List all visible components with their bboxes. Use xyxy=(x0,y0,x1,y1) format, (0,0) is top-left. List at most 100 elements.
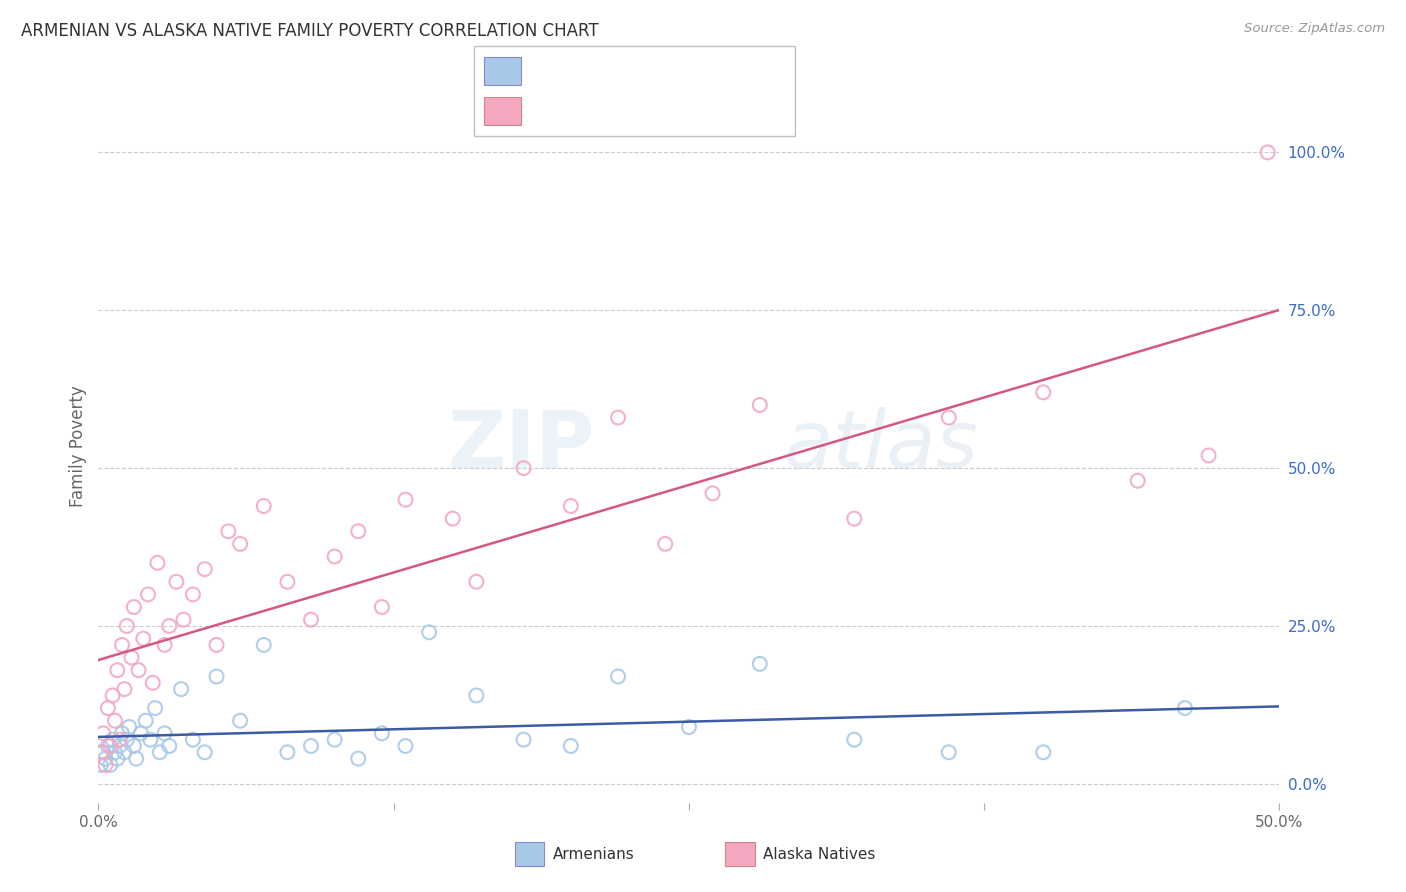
Point xyxy=(112,682,135,697)
Point xyxy=(253,499,276,513)
Point xyxy=(702,486,724,500)
Point xyxy=(105,751,128,765)
Point xyxy=(1032,385,1054,400)
Point xyxy=(229,537,252,551)
Point xyxy=(654,537,676,551)
Point xyxy=(97,701,120,715)
Point xyxy=(149,745,172,759)
Point xyxy=(678,720,700,734)
Point xyxy=(844,732,866,747)
Point xyxy=(104,714,127,728)
Point xyxy=(323,732,346,747)
Point xyxy=(465,689,488,703)
Point xyxy=(122,600,145,615)
Point xyxy=(194,745,217,759)
Point xyxy=(1126,474,1149,488)
Point xyxy=(135,714,157,728)
Text: 0.649: 0.649 xyxy=(586,102,641,120)
Point xyxy=(217,524,239,539)
Point xyxy=(101,689,124,703)
Point xyxy=(347,524,370,539)
Point xyxy=(142,675,165,690)
Point xyxy=(111,726,134,740)
Point xyxy=(371,600,394,615)
Point xyxy=(253,638,276,652)
Point xyxy=(748,657,770,671)
Text: N =: N = xyxy=(657,102,689,120)
Y-axis label: Family Poverty: Family Poverty xyxy=(69,385,87,507)
Point xyxy=(104,745,127,759)
Point xyxy=(115,619,138,633)
Point xyxy=(1257,145,1279,160)
Point xyxy=(512,732,534,747)
Text: Alaska Natives: Alaska Natives xyxy=(763,847,876,862)
Point xyxy=(157,619,180,633)
Point xyxy=(1174,701,1197,715)
Point xyxy=(121,650,143,665)
Point xyxy=(607,669,630,683)
Point xyxy=(418,625,440,640)
Point xyxy=(465,574,488,589)
Point xyxy=(299,739,322,753)
Text: R =: R = xyxy=(534,62,567,79)
Point xyxy=(607,410,630,425)
Point xyxy=(125,751,148,765)
Point xyxy=(153,638,176,652)
Text: N =: N = xyxy=(657,62,689,79)
FancyBboxPatch shape xyxy=(474,46,794,136)
Text: 49: 49 xyxy=(716,102,740,120)
Point xyxy=(112,745,135,759)
Point xyxy=(194,562,217,576)
Point xyxy=(394,739,416,753)
Point xyxy=(139,732,162,747)
Text: Source: ZipAtlas.com: Source: ZipAtlas.com xyxy=(1244,22,1385,36)
Point xyxy=(90,758,112,772)
Point xyxy=(229,714,252,728)
Bar xyxy=(484,97,520,125)
Point xyxy=(136,587,159,601)
Point xyxy=(143,701,166,715)
Text: R =: R = xyxy=(534,102,567,120)
Point xyxy=(181,732,204,747)
Point xyxy=(560,739,582,753)
Point xyxy=(108,739,131,753)
Point xyxy=(157,739,180,753)
Text: atlas: atlas xyxy=(783,407,979,485)
Point xyxy=(748,398,770,412)
Point xyxy=(371,726,394,740)
Point xyxy=(90,745,112,759)
Point xyxy=(1032,745,1054,759)
Point xyxy=(512,461,534,475)
Point xyxy=(170,682,193,697)
Point xyxy=(153,726,176,740)
Point xyxy=(441,511,464,525)
Point xyxy=(323,549,346,564)
Text: ZIP: ZIP xyxy=(447,407,595,485)
Point xyxy=(129,726,152,740)
Point xyxy=(276,574,298,589)
Point xyxy=(347,751,370,765)
Point xyxy=(181,587,204,601)
Point xyxy=(91,745,114,759)
Bar xyxy=(484,57,520,85)
Point xyxy=(97,739,120,753)
Bar xyxy=(515,842,544,866)
Point xyxy=(299,613,322,627)
Point xyxy=(938,410,960,425)
Point xyxy=(94,751,117,765)
Point xyxy=(115,732,138,747)
Point xyxy=(560,499,582,513)
Point xyxy=(91,726,114,740)
Point xyxy=(128,663,150,677)
Point xyxy=(105,663,128,677)
Point xyxy=(94,758,117,772)
Point xyxy=(111,638,134,652)
Text: 45: 45 xyxy=(716,62,740,79)
Text: ARMENIAN VS ALASKA NATIVE FAMILY POVERTY CORRELATION CHART: ARMENIAN VS ALASKA NATIVE FAMILY POVERTY… xyxy=(21,22,599,40)
Point xyxy=(132,632,155,646)
Point xyxy=(98,758,121,772)
Point xyxy=(205,669,228,683)
Point xyxy=(101,732,124,747)
Point xyxy=(146,556,169,570)
Text: 0.179: 0.179 xyxy=(586,62,641,79)
